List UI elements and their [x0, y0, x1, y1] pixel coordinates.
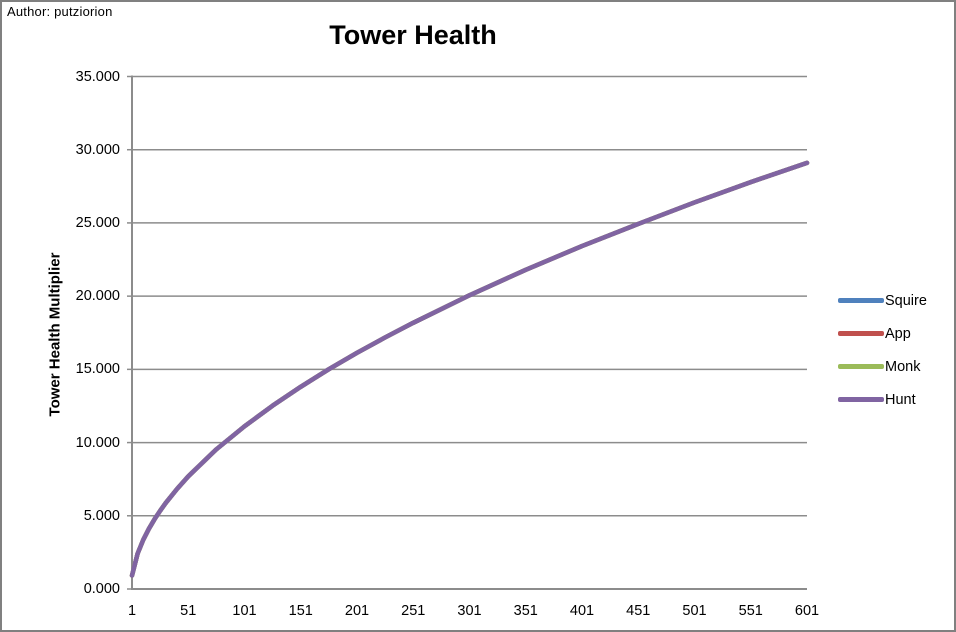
x-tick-label: 1: [127, 603, 137, 619]
chart-title: Tower Health: [329, 20, 497, 50]
y-tick-label: 30.000: [75, 141, 120, 158]
x-tick-label: 601: [794, 603, 820, 619]
y-tick-label: 5.000: [83, 507, 120, 524]
x-tick-label: 201: [344, 603, 370, 619]
legend-item-monk: Monk: [838, 350, 927, 383]
y-tick-label: 20.000: [75, 288, 120, 305]
y-tick-label: 35.000: [75, 68, 120, 85]
legend-item-squire: Squire: [838, 284, 927, 317]
x-tick-label: 301: [457, 603, 482, 619]
legend-label: Squire: [885, 292, 927, 309]
legend: Squire App Monk Hunt: [838, 284, 927, 416]
x-tick-label: 351: [513, 603, 538, 619]
app-line-swatch: [838, 331, 884, 336]
series-line-hunt: [129, 160, 810, 578]
x-tick-label: 151: [288, 603, 313, 619]
hunt-line-swatch: [838, 397, 884, 402]
legend-label: Monk: [885, 358, 921, 375]
y-tick-label: 0.000: [83, 581, 120, 597]
x-tick-label: 101: [232, 603, 257, 619]
x-tick-label: 51: [180, 603, 197, 619]
legend-item-hunt: Hunt: [838, 383, 927, 416]
squire-line-swatch: [838, 298, 884, 303]
x-tick-label: 401: [569, 603, 595, 619]
author-note: Author: putziorion: [7, 4, 113, 19]
legend-label: Hunt: [885, 391, 916, 408]
legend-label: App: [885, 325, 911, 342]
x-tick-label: 251: [401, 603, 426, 619]
y-tick-label: 25.000: [75, 214, 120, 231]
x-tick-label: 551: [738, 603, 763, 619]
x-tick-label: 501: [682, 603, 707, 619]
legend-item-app: App: [838, 317, 927, 350]
y-tick-label: 10.000: [75, 434, 120, 451]
monk-line-swatch: [838, 364, 884, 369]
y-tick-label: 15.000: [75, 361, 120, 378]
x-tick-label: 451: [626, 603, 651, 619]
